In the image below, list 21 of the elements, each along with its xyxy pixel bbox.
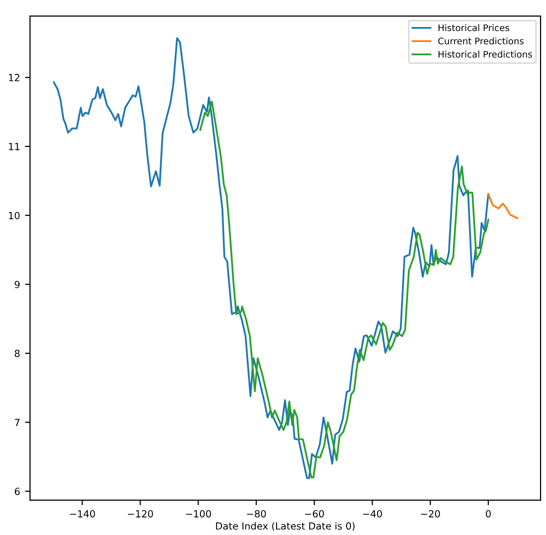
x-tick-label: −40: [363, 510, 382, 518]
y-tick-label: 11: [9, 143, 20, 150]
y-tick-label: 6: [14, 488, 20, 496]
x-tick-label: 0: [486, 510, 491, 518]
legend-label: Historical Predictions: [438, 50, 532, 58]
x-tick-label: −140: [70, 510, 95, 518]
legend-label: Historical Prices: [438, 24, 510, 32]
line-series: [199, 100, 490, 478]
legend-label: Current Predictions: [438, 37, 524, 44]
y-tick-label: 9: [14, 280, 20, 288]
y-tick-label: 12: [9, 74, 20, 82]
x-tick-label: −120: [128, 510, 153, 518]
line-series: [487, 193, 518, 220]
y-tick-label: 7: [14, 418, 20, 426]
x-tick-label: −80: [247, 510, 266, 518]
y-tick-label: 8: [14, 350, 20, 358]
x-tick-label: −20: [421, 510, 440, 518]
x-tick-label: −100: [186, 510, 211, 518]
x-axis-title: Date Index (Latest Date is 0): [216, 522, 355, 531]
y-tick-label: 10: [9, 212, 20, 220]
x-tick-label: −60: [305, 510, 324, 518]
